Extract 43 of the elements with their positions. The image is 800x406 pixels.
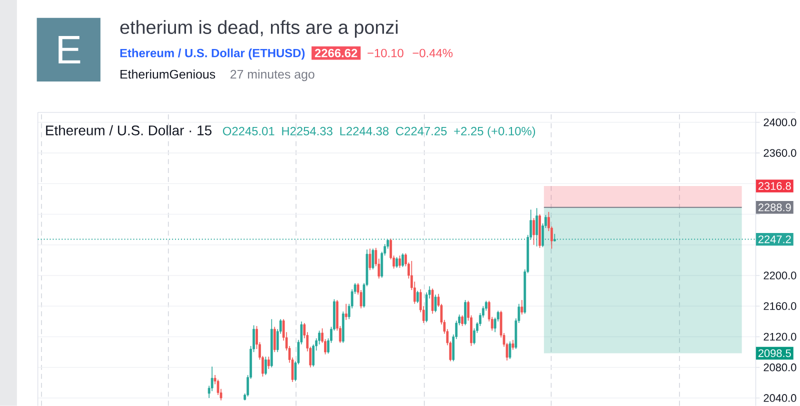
text: EtheriumGenious: [120, 69, 216, 79]
text: 2266.62: [314, 48, 358, 58]
band-label: 2098.5: [758, 349, 791, 358]
candlestick: [461, 314, 464, 326]
annotation: H2254.33: [282, 126, 332, 136]
ref-line-label: 2288.9: [758, 203, 791, 212]
candlestick: [398, 255, 401, 268]
candlestick: [508, 340, 512, 360]
annotation: Ethereum / U.S. Dollar · 15: [46, 125, 212, 136]
candlestick: [416, 290, 419, 304]
y-tick-label: 2160.0: [764, 302, 796, 310]
candlestick: [434, 294, 437, 313]
chart-subtitle: Ethereum / U.S. Dollar (ETHUSD): [120, 48, 305, 60]
candlestick: [520, 300, 524, 315]
ref-line-label: 2247.2: [758, 235, 791, 244]
candlestick: [264, 356, 267, 376]
candlestick: [396, 256, 398, 268]
y-tick-label: 2200.0: [764, 272, 796, 280]
band-label: 2316.8: [758, 182, 791, 190]
text: E: [58, 36, 80, 64]
candlestick: [512, 339, 514, 350]
annotation: L2244.38: [340, 126, 389, 136]
annotation: O2245.01: [222, 126, 274, 136]
y-tick-label: 2080.0: [764, 363, 796, 372]
y-tick-label: 2360.0: [764, 149, 796, 157]
candlestick: [431, 288, 434, 314]
y-tick-label: 2400.0: [764, 118, 796, 126]
text: −0.44%: [412, 48, 453, 58]
candlestick: [464, 300, 466, 326]
y-tick-label: 2040.0: [764, 394, 796, 402]
candlestick: [273, 326, 276, 352]
annotation: +2.25 (+0.10%): [454, 126, 536, 138]
candlestick: [368, 248, 372, 270]
candlestick: [344, 303, 348, 320]
text: −10.10: [368, 48, 404, 58]
candlestick: [402, 252, 404, 268]
text: 27 minutes ago: [230, 69, 314, 82]
candlestick: [372, 248, 374, 270]
candlestick: [532, 218, 535, 246]
annotation: C2247.25: [396, 126, 447, 136]
y-tick-label: 2120.0: [764, 332, 796, 341]
candlestick: [267, 356, 270, 370]
chart-title: etherium is dead, nfts are a ponzi: [120, 20, 398, 38]
